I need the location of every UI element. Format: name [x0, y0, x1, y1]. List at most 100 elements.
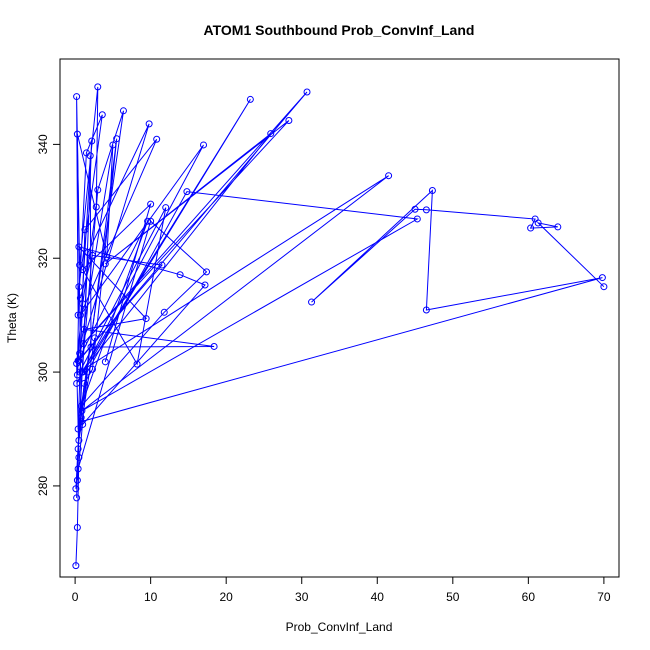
data-point: [385, 172, 393, 180]
data-point: [73, 379, 81, 387]
data-point: [600, 283, 608, 291]
x-tick-label: 50: [446, 590, 460, 604]
x-tick-label: 0: [72, 590, 79, 604]
data-point: [74, 445, 82, 453]
data-point: [147, 217, 155, 225]
data-point: [413, 215, 421, 223]
data-point: [246, 95, 254, 103]
data-point: [98, 111, 106, 119]
data-point: [76, 349, 84, 357]
data-point: [428, 186, 436, 194]
data-point: [81, 226, 89, 234]
data-point: [78, 368, 86, 376]
data-point: [88, 251, 96, 259]
data-point: [303, 88, 311, 96]
x-tick-label: 20: [220, 590, 234, 604]
data-point: [72, 485, 80, 493]
data-point: [72, 562, 80, 570]
data-point: [101, 358, 109, 366]
x-axis-label: Prob_ConvInf_Land: [286, 620, 393, 634]
y-tick-label: 320: [36, 248, 50, 268]
data-point: [83, 368, 91, 376]
data-point: [73, 93, 81, 101]
x-tick-label: 30: [295, 590, 309, 604]
y-axis: 280 300 320 340: [36, 134, 61, 496]
data-point: [109, 141, 117, 149]
data-point: [142, 315, 150, 323]
data-point: [74, 311, 82, 319]
data-point: [75, 453, 83, 461]
data-point: [73, 523, 81, 531]
data-point: [79, 266, 87, 274]
series-line: [75, 91, 308, 489]
data-point: [201, 281, 209, 289]
x-tick-label: 10: [144, 590, 158, 604]
data-point: [527, 224, 535, 232]
data-point: [113, 135, 121, 143]
data-point: [73, 494, 81, 502]
data-point: [77, 402, 85, 410]
data-point: [73, 130, 81, 138]
data-point: [75, 436, 83, 444]
series-line: [77, 220, 208, 469]
x-tick-label: 60: [522, 590, 536, 604]
data-point: [158, 261, 166, 269]
data-point: [77, 414, 85, 422]
data-point: [176, 271, 184, 279]
data-point: [267, 130, 275, 138]
data-point: [74, 357, 82, 365]
data-point: [77, 418, 85, 426]
data-point: [153, 135, 161, 143]
y-tick-label: 340: [36, 134, 50, 154]
series-line: [76, 175, 419, 481]
data-point: [422, 306, 430, 314]
data-point: [94, 186, 102, 194]
x-axis: 0 10 20 30 40 50 60 70: [72, 576, 611, 604]
y-axis-label: Theta (K): [5, 293, 19, 343]
data-point: [78, 407, 86, 415]
data-point: [133, 360, 141, 368]
data-point: [86, 152, 94, 160]
data-point: [87, 343, 95, 351]
data-point: [88, 137, 96, 145]
data-point: [92, 203, 100, 211]
data-point: [73, 476, 81, 484]
data-point: [76, 368, 84, 376]
data-point: [147, 200, 155, 208]
data-point: [160, 308, 168, 316]
data-point: [285, 116, 293, 124]
series-layer: [72, 83, 608, 570]
x-tick-label: 40: [371, 590, 385, 604]
data-point: [162, 204, 170, 212]
data-point: [76, 311, 84, 319]
data-point: [598, 274, 606, 282]
data-point: [79, 300, 87, 308]
data-point: [88, 365, 96, 373]
data-point: [79, 340, 87, 348]
data-point: [422, 206, 430, 214]
data-point: [76, 294, 84, 302]
data-point: [411, 205, 419, 213]
data-point: [183, 188, 191, 196]
y-tick-label: 280: [36, 476, 50, 496]
data-point: [200, 141, 208, 149]
data-point: [75, 283, 83, 291]
data-point: [80, 325, 88, 333]
data-point: [308, 298, 316, 306]
data-point: [74, 465, 82, 473]
data-point: [75, 243, 83, 251]
data-point: [144, 217, 152, 225]
data-point: [74, 425, 82, 433]
x-tick-label: 70: [597, 590, 611, 604]
data-point: [101, 260, 109, 268]
data-point: [91, 334, 99, 342]
chart-title: ATOM1 Southbound Prob_ConvInf_Land: [204, 22, 475, 38]
y-tick-label: 300: [36, 362, 50, 382]
data-point: [554, 223, 562, 231]
data-point: [94, 83, 102, 91]
data-point: [210, 342, 218, 350]
data-point: [203, 268, 211, 276]
data-point: [103, 253, 111, 261]
data-point: [145, 120, 153, 128]
